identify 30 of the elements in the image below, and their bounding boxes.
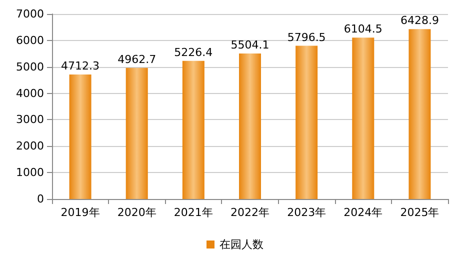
y-tick-label: 0 xyxy=(37,192,44,206)
y-tick-label: 3000 xyxy=(16,113,44,126)
data-label: 5504.1 xyxy=(230,38,270,52)
data-label: 5226.4 xyxy=(174,46,213,59)
x-tick-label: 2019年 xyxy=(60,206,100,219)
bar xyxy=(296,46,318,199)
x-tick-label: 2020年 xyxy=(117,206,156,219)
legend-label: 在园人数 xyxy=(220,238,264,251)
data-label: 6428.9 xyxy=(400,14,439,28)
bar xyxy=(182,60,204,199)
bar xyxy=(69,74,92,199)
y-tick-label: 7000 xyxy=(16,8,44,20)
bar xyxy=(408,29,431,199)
x-tick-label: 2023年 xyxy=(287,206,326,219)
data-label: 6104.5 xyxy=(344,22,382,36)
x-tick-label: 2022年 xyxy=(230,206,270,219)
data-label: 5796.5 xyxy=(287,30,326,44)
y-tick-label: 2000 xyxy=(16,140,44,153)
data-label: 4962.7 xyxy=(118,52,156,66)
x-tick-label: 2021年 xyxy=(174,206,213,219)
y-tick-label: 5000 xyxy=(16,60,44,74)
y-tick-label: 4000 xyxy=(16,86,44,100)
bar xyxy=(352,38,374,199)
bar xyxy=(239,54,261,199)
x-tick-label: 2024年 xyxy=(344,206,383,219)
y-tick-label: 6000 xyxy=(16,34,44,47)
bar xyxy=(126,68,148,199)
x-tick-label: 2025年 xyxy=(400,206,440,219)
y-tick-label: 1000 xyxy=(16,166,44,180)
data-label: 4712.3 xyxy=(61,59,100,72)
